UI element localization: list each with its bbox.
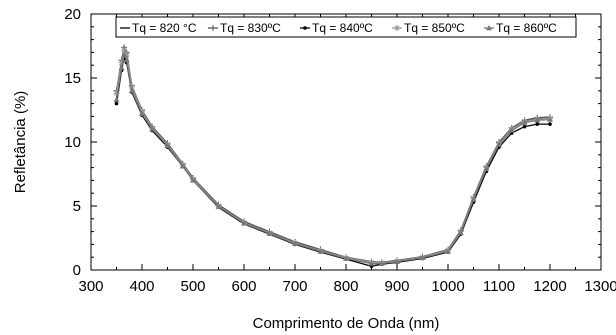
x-tick-label: 300	[78, 278, 103, 295]
series-point	[534, 117, 541, 123]
series-point	[179, 163, 186, 169]
legend-label: Tq = 830ºC	[220, 21, 281, 35]
y-tick-label: 10	[64, 134, 81, 151]
series-point	[241, 220, 247, 226]
series-point	[394, 258, 400, 264]
series-point	[164, 142, 171, 149]
series-point	[535, 122, 540, 126]
series-point	[317, 248, 324, 254]
series-2	[113, 44, 553, 266]
series-line	[115, 46, 551, 263]
series-point	[508, 127, 515, 133]
legend-label: Tq = 850ºC	[404, 21, 465, 35]
series-point	[121, 46, 128, 53]
series-point	[457, 229, 464, 236]
x-tick-label: 1300	[584, 278, 616, 295]
legend-label: Tq = 840ºC	[312, 21, 373, 35]
y-tick-label: 0	[73, 262, 81, 279]
x-tick-label: 400	[129, 278, 154, 295]
legend-label: Tq = 860ºC	[496, 21, 557, 35]
series-4	[113, 46, 553, 266]
series-point	[419, 254, 426, 261]
series-point	[547, 116, 553, 122]
series-point	[486, 25, 492, 31]
series-point	[123, 51, 130, 58]
y-tick-label: 15	[64, 70, 81, 87]
x-tick-label: 500	[180, 278, 205, 295]
x-tick-label: 1100	[483, 278, 515, 295]
series-point	[123, 57, 130, 63]
x-tick-label: 700	[282, 278, 307, 295]
series-point	[113, 90, 120, 97]
series-point	[113, 96, 120, 102]
series-line	[115, 53, 551, 265]
y-tick-label: 20	[64, 6, 81, 23]
series-point	[343, 255, 349, 261]
series-point	[368, 260, 375, 266]
legend-entry: Tq = 840ºC	[300, 21, 373, 35]
x-tick-label: 900	[384, 278, 409, 295]
series-point	[548, 122, 552, 126]
legend-entry: Tq = 830ºC	[208, 21, 281, 35]
series-point	[118, 59, 125, 66]
series-point	[522, 124, 527, 129]
series-point	[292, 240, 298, 246]
legend-box	[115, 16, 577, 38]
series-point	[210, 25, 216, 31]
x-tick-label: 1200	[533, 278, 566, 295]
series-1	[115, 53, 551, 265]
series-point	[149, 126, 156, 132]
legend-entry: Tq = 850ºC	[392, 21, 465, 35]
series-layer	[113, 44, 553, 268]
series-point	[496, 141, 502, 147]
series-point	[139, 110, 145, 117]
y-tick-label: 5	[73, 198, 81, 215]
series-point	[266, 230, 273, 236]
series-point	[114, 101, 119, 106]
series-point	[470, 196, 477, 202]
series-5	[113, 51, 553, 266]
x-tick-label: 800	[333, 278, 358, 295]
legend-label: Tq = 820 °C	[132, 21, 197, 35]
series-point	[118, 64, 125, 70]
x-tick-label: 1000	[431, 278, 464, 295]
series-point	[483, 165, 490, 172]
legend-entry: Tq = 820 °C	[120, 21, 197, 35]
x-tick-label: 600	[231, 278, 256, 295]
series-line	[115, 54, 551, 265]
y-axis-label: Refletância (%)	[12, 91, 29, 194]
series-point	[303, 26, 307, 30]
legend: Tq = 820 °C Tq = 830ºC Tq = 840ºC Tq = 850º…	[115, 16, 577, 38]
series-point	[521, 119, 528, 125]
series-point	[378, 260, 385, 266]
series-point	[190, 177, 196, 183]
x-axis-label: Comprimento de Onda (nm)	[253, 315, 440, 332]
series-point	[394, 25, 400, 31]
legend-entry: Tq = 860ºC	[484, 21, 557, 35]
series-point	[215, 203, 222, 209]
series-point	[121, 51, 128, 58]
axes: 300 400 500 600 700 800 900 1000 1100 1200 1300 0 5 1…	[64, 6, 616, 295]
series-point	[445, 248, 451, 254]
series-point	[128, 87, 135, 93]
series-line	[115, 49, 551, 264]
